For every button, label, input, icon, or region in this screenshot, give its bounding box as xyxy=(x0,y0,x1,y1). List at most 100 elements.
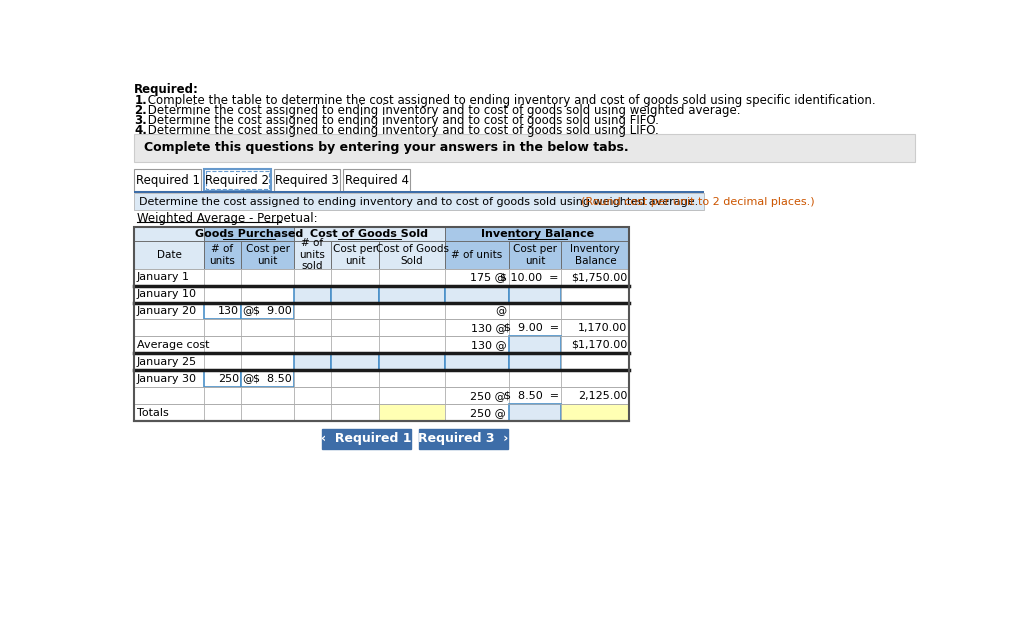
Text: 130 @: 130 @ xyxy=(471,323,506,333)
Bar xyxy=(241,371,294,387)
Text: Cost per
unit: Cost per unit xyxy=(246,244,290,266)
Bar xyxy=(134,303,204,320)
Bar xyxy=(379,337,445,354)
Text: $ 10.00  =: $ 10.00 = xyxy=(501,272,559,282)
Bar xyxy=(509,269,561,286)
Text: Required 3: Required 3 xyxy=(275,173,339,187)
Bar xyxy=(561,354,630,371)
Bar xyxy=(331,354,379,371)
Text: (Round cost per unit to 2 decimal places.): (Round cost per unit to 2 decimal places… xyxy=(581,197,814,207)
Bar xyxy=(294,269,331,286)
Bar xyxy=(204,303,241,320)
Bar xyxy=(134,387,204,404)
Text: Cost of Goods Sold: Cost of Goods Sold xyxy=(310,229,428,239)
Bar xyxy=(331,337,379,354)
Text: Required 2: Required 2 xyxy=(205,173,269,187)
Bar xyxy=(294,320,331,337)
Bar xyxy=(445,286,509,303)
Bar xyxy=(379,286,445,303)
Bar xyxy=(379,387,445,404)
Bar xyxy=(509,371,561,387)
Bar xyxy=(331,269,379,286)
Text: Totals: Totals xyxy=(136,408,168,418)
Text: 250 @: 250 @ xyxy=(470,408,506,418)
Bar xyxy=(561,303,630,320)
Text: 3.: 3. xyxy=(134,114,147,127)
Bar xyxy=(294,371,331,387)
Bar xyxy=(134,337,204,354)
Text: Determine the cost assigned to ending inventory and to cost of goods sold using : Determine the cost assigned to ending in… xyxy=(143,104,740,117)
Bar xyxy=(204,337,241,354)
Bar xyxy=(204,320,241,337)
Text: @: @ xyxy=(243,306,254,316)
Text: 250 @: 250 @ xyxy=(470,391,506,401)
Bar xyxy=(134,170,201,191)
Bar xyxy=(322,429,411,449)
Bar xyxy=(204,170,270,191)
Bar xyxy=(561,387,630,404)
Text: January 20: January 20 xyxy=(136,306,197,316)
Bar xyxy=(379,269,445,286)
Bar xyxy=(331,286,379,303)
Text: 130 @: 130 @ xyxy=(471,340,506,350)
Bar xyxy=(134,241,204,269)
Bar xyxy=(241,241,294,269)
Bar xyxy=(445,337,509,354)
Bar xyxy=(294,404,331,421)
Text: Inventory
Balance: Inventory Balance xyxy=(570,244,621,266)
Text: Cost per
unit: Cost per unit xyxy=(333,244,377,266)
Text: $1,750.00: $1,750.00 xyxy=(570,272,627,282)
Text: $  9.00  =: $ 9.00 = xyxy=(504,323,559,333)
Text: Required 3  ›: Required 3 › xyxy=(418,432,508,445)
Bar xyxy=(204,269,241,286)
Text: Cost per
unit: Cost per unit xyxy=(513,244,557,266)
Bar xyxy=(134,191,703,193)
Bar xyxy=(134,227,630,421)
Text: Required 4: Required 4 xyxy=(345,173,409,187)
Bar xyxy=(509,320,561,337)
Text: # of
units
sold: # of units sold xyxy=(299,238,326,271)
Bar xyxy=(134,269,204,286)
Bar xyxy=(294,387,331,404)
Bar xyxy=(445,241,509,269)
Text: Date: Date xyxy=(157,250,181,260)
Bar xyxy=(379,404,445,421)
Bar xyxy=(509,241,561,269)
Bar xyxy=(204,371,241,387)
Text: ‹  Required 1: ‹ Required 1 xyxy=(322,432,412,445)
Text: 130: 130 xyxy=(218,306,239,316)
Text: 1,170.00: 1,170.00 xyxy=(578,323,627,333)
Bar xyxy=(204,354,241,371)
Text: Complete this questions by entering your answers in the below tabs.: Complete this questions by entering your… xyxy=(143,141,628,154)
Bar xyxy=(561,286,630,303)
Bar xyxy=(241,387,294,404)
Bar xyxy=(561,371,630,387)
Text: 250: 250 xyxy=(218,374,239,384)
Text: 2,125.00: 2,125.00 xyxy=(578,391,627,401)
Text: @: @ xyxy=(495,306,506,316)
Bar xyxy=(379,354,445,371)
Bar xyxy=(419,429,508,449)
Bar xyxy=(294,337,331,354)
Bar xyxy=(331,241,379,269)
Text: 1.: 1. xyxy=(134,94,147,107)
Text: Determine the cost assigned to ending inventory and to cost of goods sold using : Determine the cost assigned to ending in… xyxy=(139,197,698,207)
Text: $  9.00: $ 9.00 xyxy=(253,306,292,316)
Bar xyxy=(445,371,509,387)
Bar xyxy=(241,337,294,354)
Text: $  8.50: $ 8.50 xyxy=(253,374,292,384)
Bar xyxy=(206,171,269,189)
Bar xyxy=(273,170,340,191)
Bar xyxy=(241,286,294,303)
Text: Goods Purchased: Goods Purchased xyxy=(195,229,303,239)
Text: Required:: Required: xyxy=(134,83,199,96)
Bar xyxy=(379,303,445,320)
Text: # of
units: # of units xyxy=(210,244,236,266)
Text: $  8.50  =: $ 8.50 = xyxy=(504,391,559,401)
Text: # of units: # of units xyxy=(452,250,503,260)
Bar xyxy=(379,241,445,269)
Bar xyxy=(509,404,561,421)
Text: Required 1: Required 1 xyxy=(135,173,200,187)
Bar xyxy=(134,404,204,421)
Text: 4.: 4. xyxy=(134,124,147,137)
